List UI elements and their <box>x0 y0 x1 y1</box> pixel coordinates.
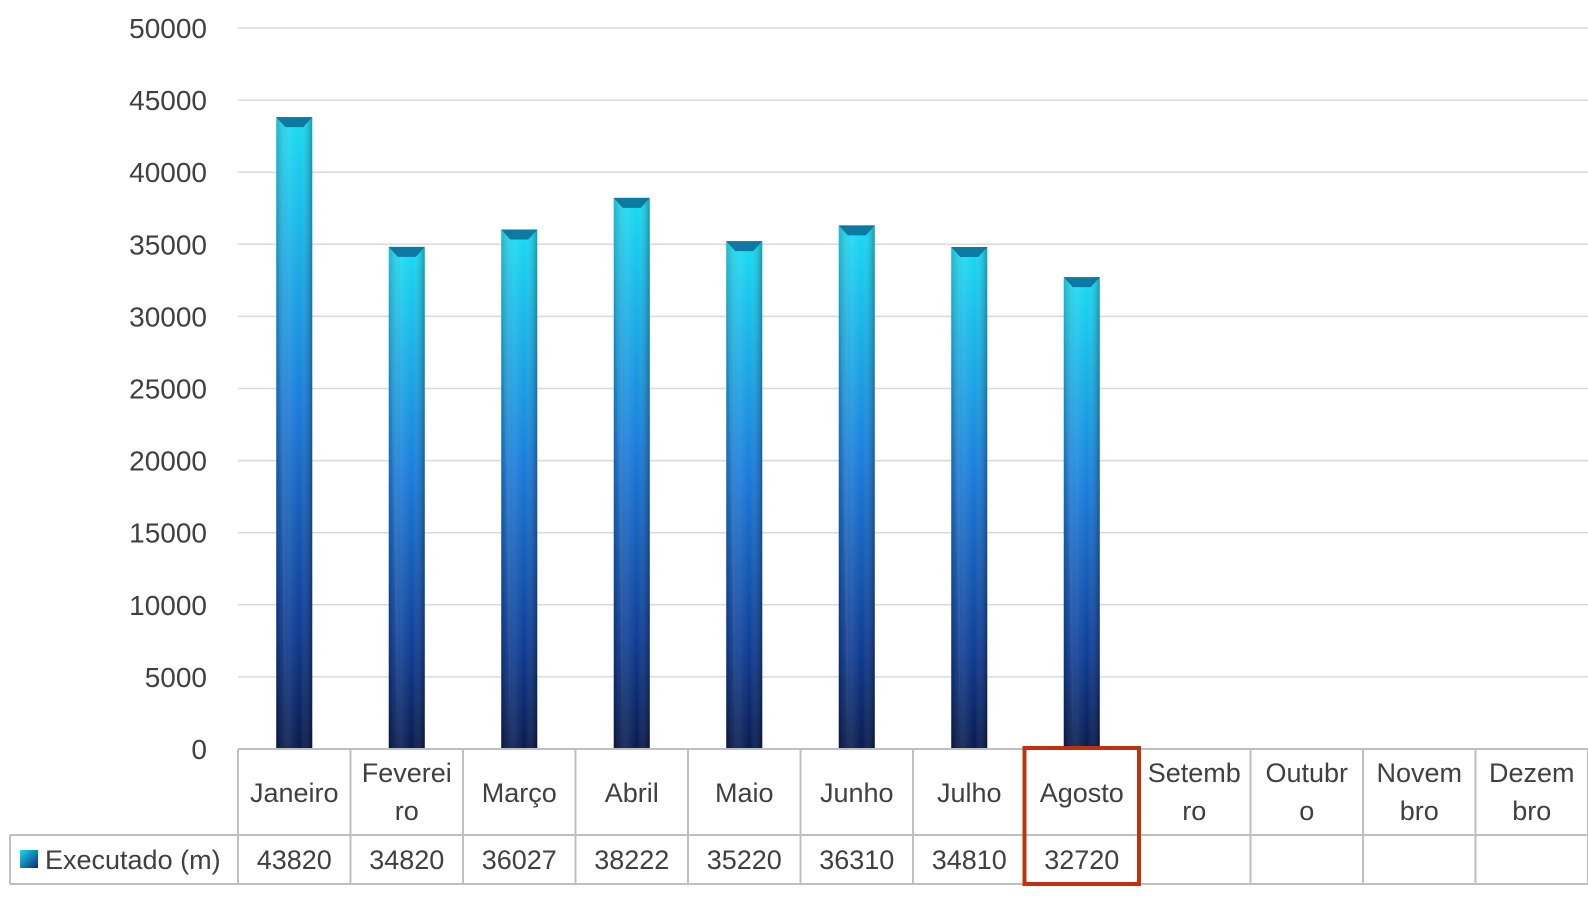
category-label-line: Feverei <box>362 758 452 788</box>
bar <box>1063 277 1100 749</box>
y-tick-label: 25000 <box>129 374 207 405</box>
category-label: Abril <box>605 778 659 808</box>
bar-top-bevel <box>501 229 538 240</box>
y-tick-label: 0 <box>191 734 207 765</box>
category-label-line: o <box>1299 796 1314 826</box>
category-label: Dezem bro <box>1489 758 1575 826</box>
gridlines <box>238 27 1588 678</box>
category-label: Agosto <box>1040 778 1124 808</box>
category-label-line: ro <box>395 796 419 826</box>
y-tick-label: 45000 <box>129 85 207 116</box>
legend-swatch <box>20 850 38 868</box>
bar <box>838 225 875 750</box>
y-tick-label: 5000 <box>145 662 207 693</box>
data-label: 36310 <box>819 845 894 875</box>
y-tick-label: 10000 <box>129 590 207 621</box>
bar-side-highlight <box>1063 277 1073 749</box>
y-tick-label: 15000 <box>129 518 207 549</box>
legend-label: Executado (m) <box>45 845 221 875</box>
y-tick-label: 50000 <box>129 13 207 44</box>
y-tick-label: 20000 <box>129 446 207 477</box>
data-label: 34810 <box>932 845 1007 875</box>
bar-side-highlight <box>726 241 736 749</box>
bar-top-bevel <box>276 117 313 128</box>
highlight-box <box>1022 746 1141 886</box>
y-tick-label: 40000 <box>129 157 207 188</box>
bar <box>501 229 538 749</box>
category-label: Julho <box>937 778 1002 808</box>
category-label: Feverei ro <box>362 758 452 826</box>
bar-side-highlight <box>388 246 398 749</box>
bar-side-highlight <box>276 117 286 749</box>
bar-shading <box>388 246 425 749</box>
category-label: Junho <box>820 778 894 808</box>
bar-shading <box>1063 277 1100 749</box>
bar-top-bevel <box>613 197 650 208</box>
bar <box>726 241 763 749</box>
bar <box>613 197 650 750</box>
bar-shading <box>276 117 313 749</box>
bars <box>276 117 1100 750</box>
category-label: Maio <box>715 778 774 808</box>
bar-side-highlight <box>613 197 623 750</box>
data-table: Janeiro Feverei ro Março Abril Maio Junho Julho… <box>9 746 1588 886</box>
bar-shading <box>838 225 875 750</box>
category-label-line: Dezem <box>1489 758 1575 788</box>
bar-shading <box>951 247 988 749</box>
bar <box>388 246 425 749</box>
bar <box>276 117 313 749</box>
bar-side-highlight <box>501 229 511 749</box>
bar-shading <box>501 229 538 749</box>
bar <box>951 247 988 749</box>
bar-side-highlight <box>838 225 848 750</box>
bar-top-bevel <box>1063 277 1100 288</box>
category-label: Outubr o <box>1265 758 1348 826</box>
category-label-line: Outubr <box>1265 758 1348 788</box>
data-label: 34820 <box>369 845 444 875</box>
category-label: Janeiro <box>250 778 339 808</box>
bar-top-bevel <box>388 246 425 257</box>
category-label-line: bro <box>1400 796 1439 826</box>
data-label: 43820 <box>257 845 332 875</box>
category-label: Novem bro <box>1376 758 1462 826</box>
category-label-line: bro <box>1512 796 1551 826</box>
y-tick-label: 30000 <box>129 301 207 332</box>
category-label: Março <box>482 778 557 808</box>
bar-shading <box>613 197 650 750</box>
category-label: Setemb ro <box>1148 758 1241 826</box>
y-tick-label: 35000 <box>129 229 207 260</box>
bar-side-highlight <box>951 247 961 749</box>
y-axis: 0 5000 10000 15000 20000 25000 30000 35000 40000… <box>129 13 207 765</box>
category-label-line: Novem <box>1376 758 1462 788</box>
bar-top-bevel <box>726 241 763 252</box>
data-label: 36027 <box>482 845 557 875</box>
bar-top-bevel <box>951 247 988 258</box>
bar-shading <box>726 241 763 749</box>
data-label: 38222 <box>594 845 669 875</box>
category-label-line: Setemb <box>1148 758 1241 788</box>
category-label-line: ro <box>1182 796 1206 826</box>
data-label: 32720 <box>1044 845 1119 875</box>
data-label: 35220 <box>707 845 782 875</box>
bar-top-bevel <box>838 225 875 236</box>
